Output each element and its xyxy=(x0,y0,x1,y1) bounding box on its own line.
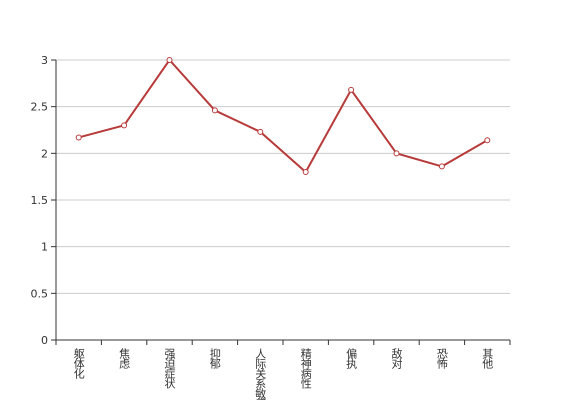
y-tick-label: 0 xyxy=(41,334,48,347)
y-tick-label: 0.5 xyxy=(31,287,49,300)
point xyxy=(211,107,218,114)
y-tick-label: 1.5 xyxy=(31,194,49,207)
x-tick-label: 躯体化 xyxy=(72,348,85,380)
y-tick-label: 2.5 xyxy=(31,101,49,114)
x-tick-label: 精神病性 xyxy=(299,348,312,390)
x-tick-label: 敌对 xyxy=(390,347,403,369)
point xyxy=(75,134,82,141)
x-tick-label: 恐怖 xyxy=(435,348,448,369)
y-tick-label: 2 xyxy=(41,147,48,160)
point xyxy=(302,169,309,175)
y-tick-label: 3 xyxy=(41,54,48,67)
point xyxy=(484,137,491,144)
y-tick-label: 1 xyxy=(41,241,48,254)
x-tick-label: 抑郁 xyxy=(208,347,221,369)
x-tick-label: 强迫症状 xyxy=(163,348,176,389)
point xyxy=(438,163,445,170)
point xyxy=(121,122,128,129)
x-tick-label: 偏执 xyxy=(345,347,358,370)
point xyxy=(166,57,173,63)
x-tick-label: 焦虑 xyxy=(118,348,131,369)
point xyxy=(257,128,264,135)
point xyxy=(348,86,355,93)
line xyxy=(78,58,488,174)
x-tick-label: 其他 xyxy=(481,348,494,369)
x-tick-label: 人际关系敏感 xyxy=(254,348,267,400)
point xyxy=(393,150,400,157)
